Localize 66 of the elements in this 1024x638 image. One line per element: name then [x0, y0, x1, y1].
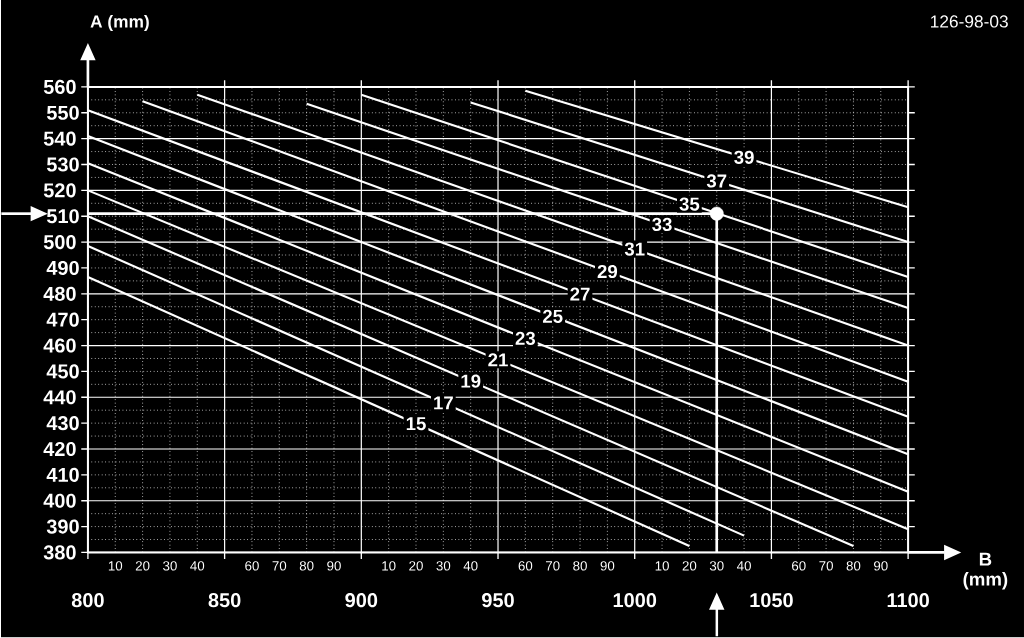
y-tick-label: 420	[43, 442, 76, 457]
series-label: 25	[542, 309, 563, 324]
text: 40	[190, 561, 205, 571]
text: 60	[245, 561, 259, 571]
x-tick-label: 800	[71, 593, 104, 608]
text: 80	[299, 561, 314, 571]
series-label: 39	[734, 150, 754, 165]
series-label: 33	[652, 217, 672, 232]
text: 90	[600, 561, 615, 571]
text: 70	[545, 561, 560, 571]
text: 126-98-03	[931, 15, 1008, 28]
text: 60	[518, 561, 533, 571]
y-tick-label: 430	[46, 416, 79, 431]
y-tick-label: 410	[46, 467, 79, 483]
y-tick-label: 480	[43, 286, 76, 302]
series-label: 15	[406, 417, 426, 431]
text: 30	[163, 561, 177, 571]
y-tick-label: 540	[43, 131, 76, 146]
text: 90	[327, 561, 341, 571]
y-tick-label: 400	[43, 493, 76, 508]
y-tick-label: 500	[43, 235, 76, 250]
text: 40	[463, 561, 478, 571]
y-tick-label: 470	[46, 312, 79, 327]
text: 70	[272, 561, 287, 571]
y-tick-label: 560	[43, 79, 76, 95]
series-label: 19	[461, 374, 481, 388]
text: 10	[655, 561, 669, 571]
text: 40	[736, 561, 751, 571]
x-tick-label: 1100	[887, 593, 929, 608]
y-tick-label: 380	[43, 545, 76, 560]
text: 20	[682, 561, 697, 571]
text: 10	[382, 561, 396, 571]
y-tick-label: 460	[43, 338, 76, 353]
text: 90	[873, 561, 888, 571]
text: 30	[436, 561, 451, 571]
series-label: 29	[597, 265, 618, 279]
text: 20	[409, 561, 423, 571]
text: 10	[108, 561, 123, 571]
series-label: 17	[434, 396, 453, 410]
x-tick-label: 1000	[613, 593, 657, 608]
x-tick-label: 1050	[750, 593, 793, 608]
series-label: 21	[488, 353, 508, 367]
text: 20	[135, 561, 150, 571]
y-tick-label: 440	[43, 390, 76, 405]
y-tick-label: 550	[46, 105, 79, 120]
x-tick-label: 850	[208, 593, 241, 608]
y-axis-title: A (mm)	[90, 15, 149, 32]
text: 80	[846, 561, 861, 571]
series-label: 23	[515, 331, 536, 346]
text: 60	[792, 561, 806, 571]
x-axis-title: B (mm)	[963, 552, 1008, 590]
x-tick-label: 950	[482, 593, 514, 608]
series-label: 31	[624, 242, 645, 256]
series-label: 35	[679, 197, 700, 211]
series-label: 27	[570, 287, 590, 301]
y-tick-label: 450	[46, 364, 79, 379]
text: 30	[709, 561, 724, 571]
x-tick-label: 900	[345, 593, 378, 608]
series-label: 37	[706, 174, 727, 188]
text: 80	[573, 561, 587, 571]
y-tick-label: 520	[43, 183, 76, 198]
y-tick-label: 390	[46, 519, 79, 534]
y-tick-label: 530	[46, 157, 79, 172]
y-tick-label: 490	[46, 261, 79, 276]
y-tick-label: 510	[46, 209, 79, 224]
text: 70	[819, 561, 833, 571]
